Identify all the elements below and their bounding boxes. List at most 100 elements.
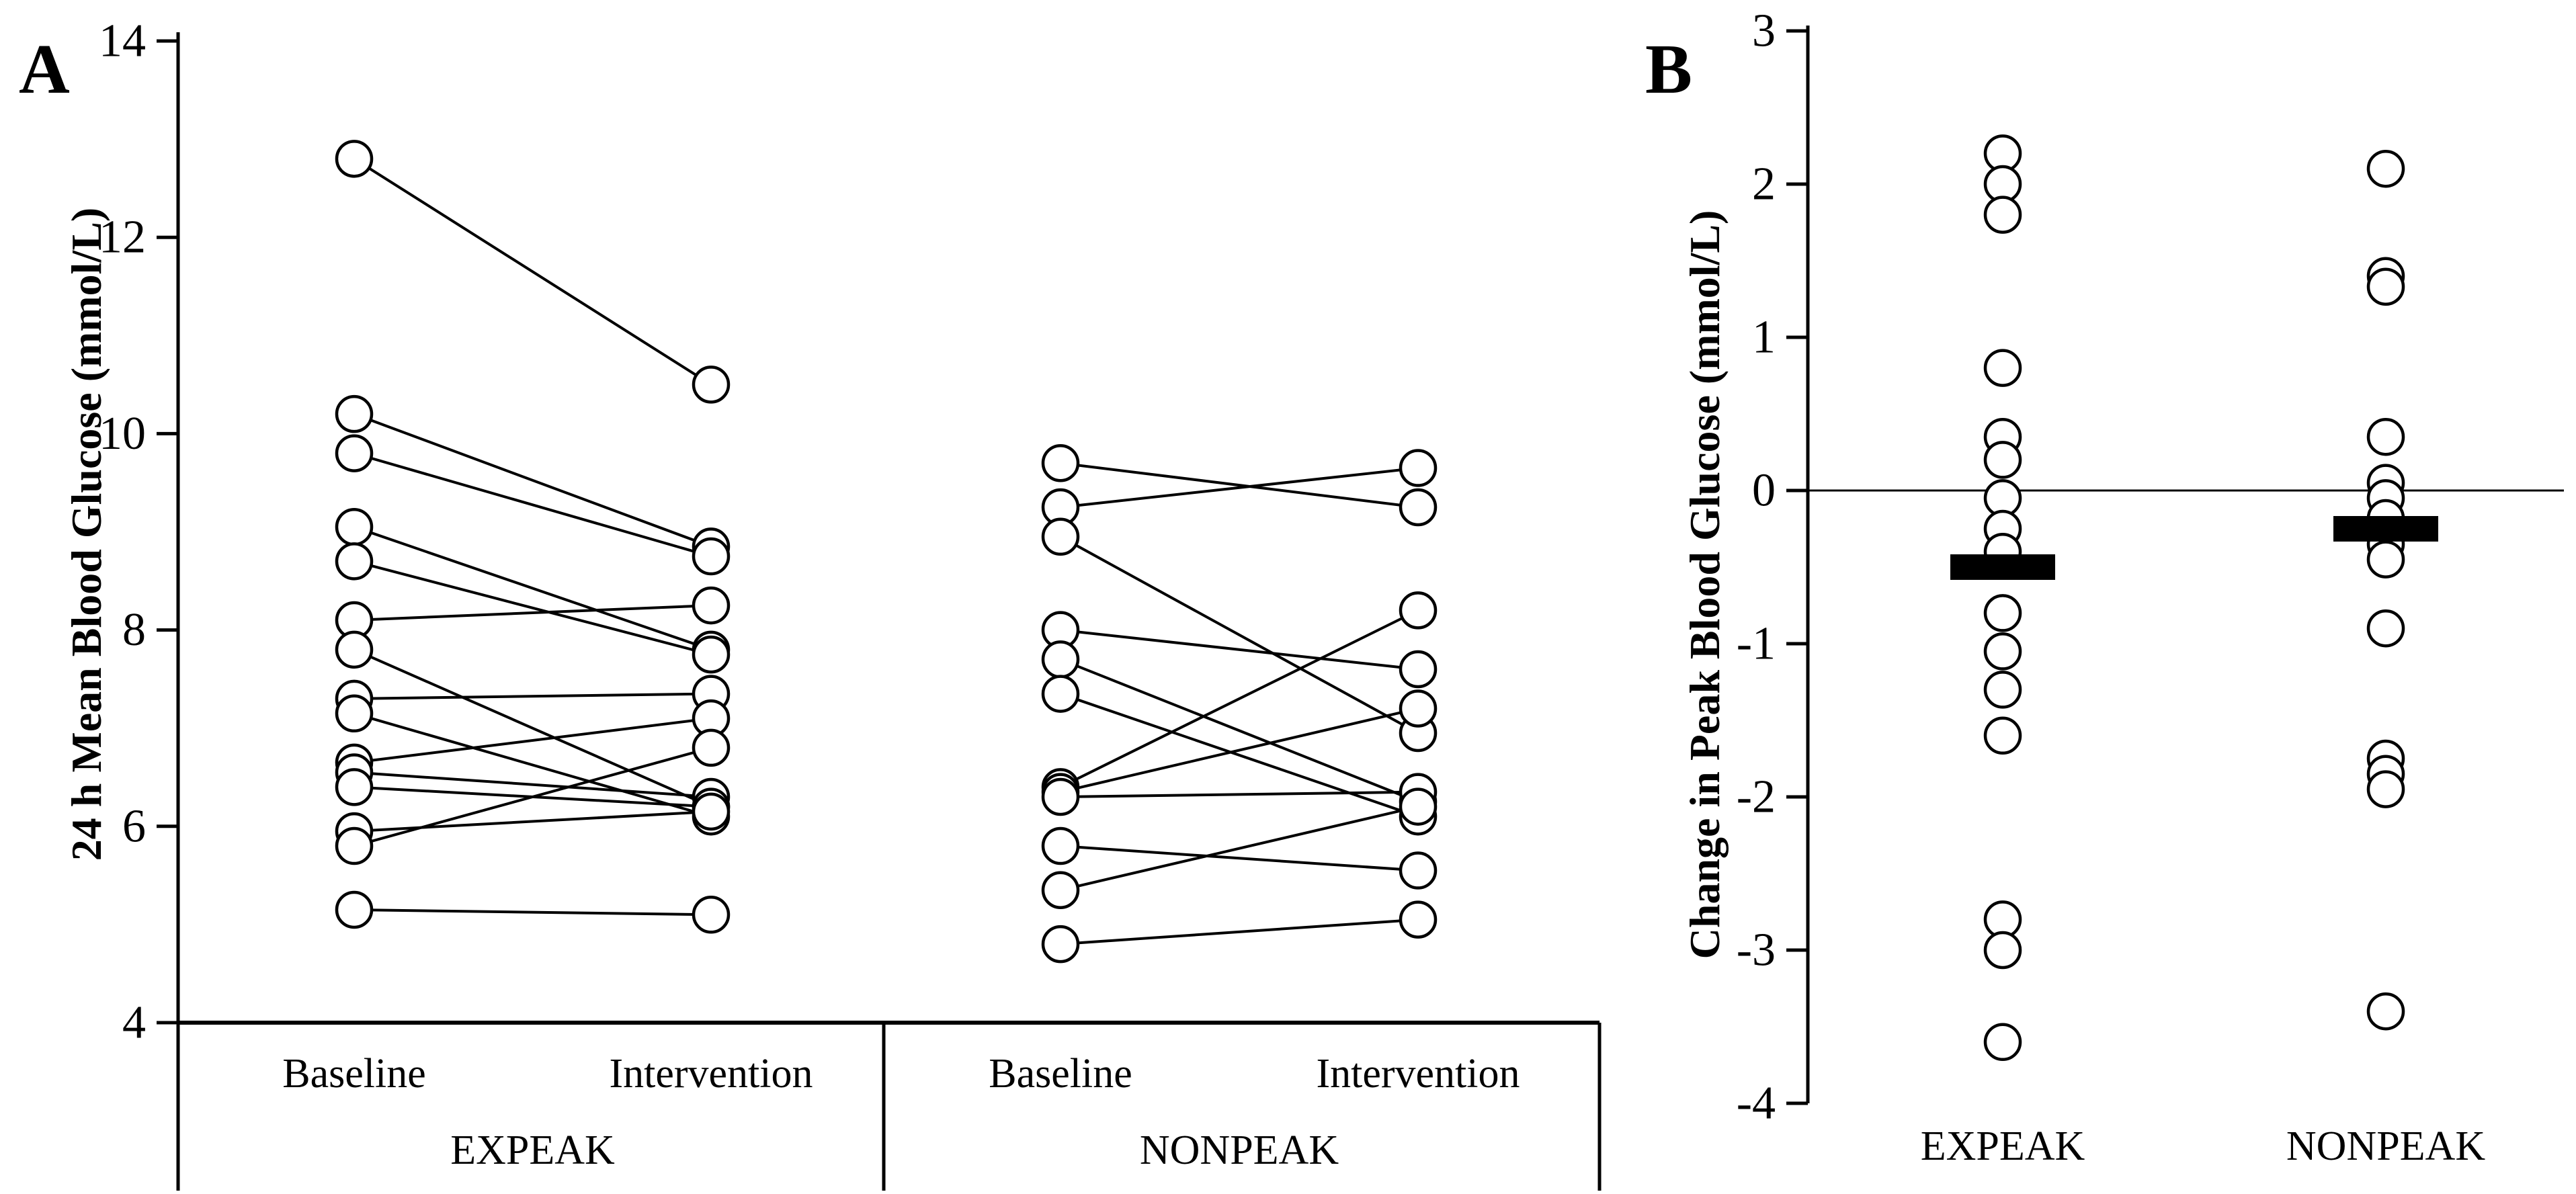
y-tick-label: 10 — [99, 408, 146, 460]
pair-line — [354, 908, 712, 916]
pair-line — [354, 746, 712, 847]
data-point — [2366, 267, 2405, 306]
data-point — [1983, 1023, 2022, 1062]
intervention-data-point — [692, 366, 731, 404]
panel-b-category-labels: EXPEAK NONPEAK — [1921, 1123, 2486, 1169]
intervention-data-point — [692, 896, 731, 934]
baseline-data-point — [335, 507, 374, 546]
data-point — [2366, 417, 2405, 456]
panel-b: B Change in Peak Blood Glucose (mmol/L) … — [1645, 5, 2564, 1169]
category-label: NONPEAK — [2286, 1123, 2485, 1169]
intervention-data-point — [692, 728, 731, 767]
pair-line — [1060, 536, 1419, 734]
intervention-data-point — [1399, 900, 1438, 939]
pair-line — [354, 692, 712, 700]
panel-a-category-labels: Baseline Intervention Baseline Intervention… — [282, 1051, 1520, 1173]
data-point — [1983, 441, 2022, 479]
intervention-data-point — [1399, 787, 1438, 826]
baseline-data-point — [335, 768, 374, 806]
condition-label: Baseline — [989, 1051, 1132, 1097]
pair-line — [354, 525, 712, 651]
intervention-data-point — [692, 635, 731, 674]
y-tick-label: -1 — [1737, 618, 1776, 670]
baseline-data-point — [335, 630, 374, 669]
y-tick-label: 1 — [1752, 312, 1776, 364]
y-tick-label: -4 — [1737, 1078, 1776, 1129]
data-point — [1983, 931, 2022, 970]
group-label: NONPEAK — [1140, 1127, 1339, 1173]
mean-bar — [1950, 554, 2055, 580]
pair-line — [354, 413, 712, 548]
baseline-data-point — [1041, 517, 1080, 556]
intervention-data-point — [1399, 449, 1438, 487]
data-point — [1983, 196, 2022, 234]
pair-line — [354, 771, 712, 798]
pair-line — [354, 560, 712, 656]
y-tick-label: 8 — [122, 604, 146, 656]
pair-line — [354, 810, 712, 833]
baseline-data-point — [335, 890, 374, 929]
pair-line — [1060, 609, 1419, 789]
data-point — [2366, 149, 2405, 188]
baseline-data-point — [335, 694, 374, 733]
baseline-data-point — [1041, 925, 1080, 964]
panel-b-axes: -4 -3 -2 -1 0 1 2 3 — [1737, 5, 2564, 1129]
baseline-data-point — [335, 826, 374, 865]
panel-a-axes: 4 6 8 10 12 14 — [99, 15, 1602, 1191]
data-point — [1983, 349, 2022, 387]
y-tick-label: 3 — [1752, 5, 1776, 57]
y-tick-label: 2 — [1752, 159, 1776, 210]
pair-line — [1060, 628, 1419, 671]
y-tick-label: 14 — [99, 15, 146, 67]
y-tick-label: -3 — [1737, 925, 1776, 976]
data-point — [1983, 716, 2022, 755]
intervention-data-point — [692, 537, 731, 576]
baseline-data-point — [335, 394, 374, 433]
panel-a-y-axis-title: 24 h Mean Blood Glucose (mmol/L) — [63, 208, 110, 861]
pair-line — [1060, 466, 1419, 509]
panel-b-y-axis-title: Change in Peak Blood Glucose (mmol/L) — [1681, 210, 1729, 960]
panel-b-data — [1950, 134, 2438, 1062]
intervention-data-point — [1399, 650, 1438, 689]
panel-a-letter: A — [19, 30, 70, 108]
baseline-data-point — [1041, 640, 1080, 679]
pair-line — [1060, 918, 1419, 946]
baseline-data-point — [335, 542, 374, 581]
data-point — [2366, 992, 2405, 1031]
intervention-data-point — [1399, 689, 1438, 728]
group-label: EXPEAK — [450, 1127, 615, 1173]
intervention-data-point — [1399, 851, 1438, 890]
pair-line — [1060, 462, 1419, 509]
intervention-data-point — [692, 586, 731, 625]
condition-label: Baseline — [282, 1051, 426, 1097]
pair-line — [353, 157, 712, 386]
pair-line — [1060, 692, 1419, 818]
baseline-data-point — [335, 140, 374, 178]
pair-line — [354, 712, 712, 818]
pair-line — [1060, 845, 1419, 872]
data-point — [2366, 609, 2405, 648]
baseline-data-point — [1041, 826, 1080, 865]
y-tick-label: 0 — [1752, 465, 1776, 517]
mean-bar — [2333, 516, 2438, 542]
baseline-data-point — [335, 434, 374, 472]
pair-line — [354, 452, 712, 558]
baseline-data-point — [1041, 675, 1080, 713]
data-point — [1983, 632, 2022, 671]
pair-line — [354, 604, 712, 622]
condition-label: Intervention — [1316, 1051, 1520, 1097]
data-point — [2366, 540, 2405, 579]
y-tick-label: 6 — [122, 800, 146, 852]
y-tick-label: 4 — [122, 997, 146, 1049]
panel-a-data — [335, 140, 1438, 964]
intervention-data-point — [1399, 591, 1438, 630]
pair-line — [1060, 790, 1419, 798]
data-point — [1983, 671, 2022, 709]
panel-a: A 24 h Mean Blood Glucose (mmol/L) 4 6 8 10… — [19, 15, 1602, 1191]
category-label: EXPEAK — [1921, 1123, 2085, 1169]
y-tick-label: 12 — [99, 212, 146, 263]
y-tick-label: -2 — [1737, 771, 1776, 823]
pair-line — [1060, 707, 1419, 794]
